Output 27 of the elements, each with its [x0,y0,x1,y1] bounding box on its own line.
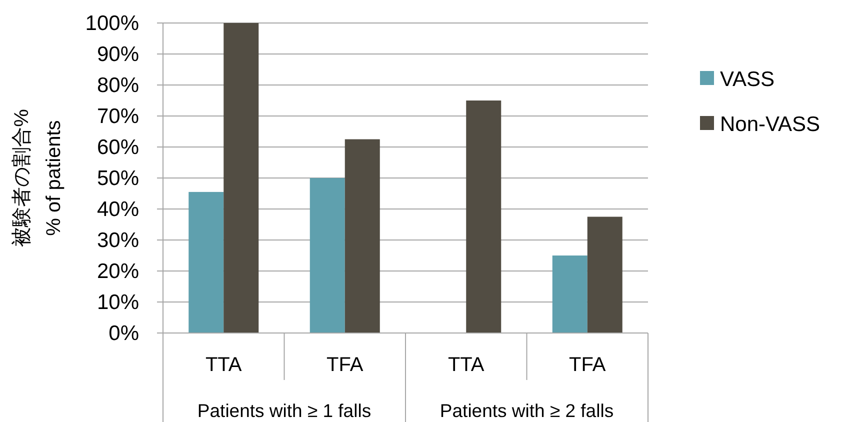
bar [188,192,224,333]
y-tick-label: 20% [96,260,139,283]
x-tick-label: TFA [569,354,606,376]
y-tick-label: 100% [85,12,139,35]
legend-label: Non-VASS [720,113,820,136]
x-tick-label: TTA [448,354,485,376]
y-tick-label: 10% [96,291,139,314]
y-tick-label: 90% [96,43,139,66]
bar [587,216,622,333]
text: Patients with ≥ 1 falls [197,400,372,421]
bar [466,100,502,333]
y-tick-label: 60% [96,136,139,159]
bar [224,23,259,333]
y-tick-label: 50% [96,167,139,190]
y-axis-title: 被験者の割合% % of patients [11,108,65,247]
y-tick-label: 30% [96,229,139,252]
y-tick-label: 70% [96,105,139,128]
y-tick-label: 40% [96,198,139,221]
bar [310,178,345,333]
bar [344,139,380,333]
x-tick-label: TFA [326,354,364,376]
bar [552,256,588,333]
x-tick-label: TTA [205,354,242,376]
y-tick-label: 80% [96,74,139,97]
y-tick-label: 0% [108,322,139,345]
text: Patients with ≥ 2 falls [440,400,614,421]
legend-label: VASS [720,68,774,91]
